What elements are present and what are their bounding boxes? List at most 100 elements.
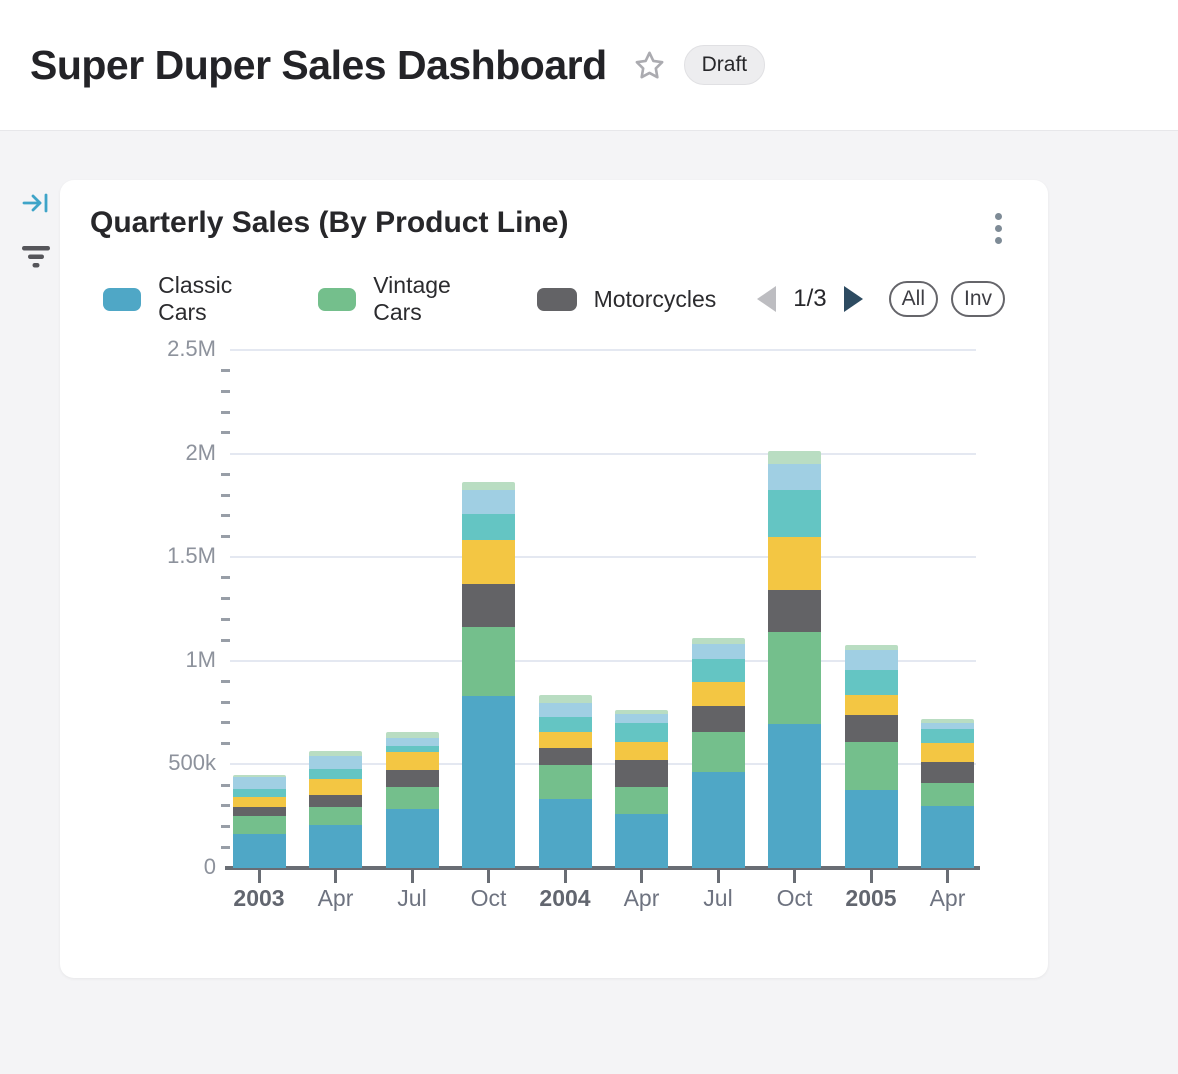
bar-segment-series-4-apr[interactable] <box>921 743 974 763</box>
y-axis-label-1M: 1M <box>185 646 216 672</box>
bar-segment-series-7-oct[interactable] <box>768 451 821 465</box>
x-axis-label-apr: Apr <box>929 885 966 911</box>
bar-segment-classic-cars-2003[interactable] <box>232 834 286 868</box>
bar-segment-classic-cars-2005[interactable] <box>844 790 898 868</box>
bar-segment-motorcycles-2005[interactable] <box>844 714 898 743</box>
bar-segment-series-6-jul[interactable] <box>385 737 439 747</box>
kebab-menu-icon <box>994 212 1002 220</box>
bar-segment-classic-cars-apr[interactable] <box>921 806 974 868</box>
y-minor-tick <box>221 845 230 849</box>
bar-segment-motorcycles-oct[interactable] <box>768 590 821 633</box>
favorite-button[interactable] <box>633 49 666 82</box>
bar-segment-vintage-cars-2004[interactable] <box>538 765 592 800</box>
bar-segment-series-6-2003[interactable] <box>232 777 286 790</box>
bar-segment-classic-cars-oct[interactable] <box>462 696 515 868</box>
bar-segment-classic-cars-2004[interactable] <box>538 799 592 868</box>
bar-segment-series-7-apr[interactable] <box>615 709 668 714</box>
bar-segment-series-5-apr[interactable] <box>615 723 668 743</box>
bar-segment-vintage-cars-apr[interactable] <box>921 782 974 807</box>
bar-segment-series-5-2005[interactable] <box>844 669 898 695</box>
bar-segment-series-4-apr[interactable] <box>309 779 362 796</box>
bar-segment-motorcycles-apr[interactable] <box>921 762 974 783</box>
bar-segment-series-6-apr[interactable] <box>921 722 974 729</box>
y-minor-tick <box>221 804 230 808</box>
bar-segment-series-4-jul[interactable] <box>691 682 745 706</box>
bar-segment-vintage-cars-apr[interactable] <box>309 806 362 825</box>
bar-segment-series-7-apr[interactable] <box>921 718 974 723</box>
bar-segment-series-7-2004[interactable] <box>538 695 592 704</box>
bar-segment-series-5-jul[interactable] <box>691 658 745 683</box>
y-axis-label-500k: 500k <box>168 750 216 776</box>
bar-segment-motorcycles-oct[interactable] <box>462 583 515 627</box>
bar-segment-series-4-oct[interactable] <box>462 540 515 584</box>
bar-segment-series-6-apr[interactable] <box>615 713 668 724</box>
legend-next-button[interactable] <box>840 282 867 316</box>
bar-segment-motorcycles-2003[interactable] <box>232 806 286 816</box>
bar-segment-series-6-2004[interactable] <box>538 703 592 717</box>
x-axis-label-2003: 2003 <box>233 885 285 911</box>
bar-segment-series-4-2004[interactable] <box>538 732 592 749</box>
bar-segment-series-4-2003[interactable] <box>232 797 286 807</box>
legend-swatch <box>103 287 142 311</box>
bar-segment-series-6-oct[interactable] <box>462 490 515 515</box>
y-minor-tick <box>221 783 230 787</box>
bar-segment-motorcycles-jul[interactable] <box>385 769 439 787</box>
x-axis-tick-oct <box>487 870 490 883</box>
bar-segment-vintage-cars-2005[interactable] <box>844 742 898 791</box>
bar-segment-series-5-oct[interactable] <box>462 514 515 540</box>
bar-segment-vintage-cars-jul[interactable] <box>691 732 745 773</box>
bar-segment-series-5-2004[interactable] <box>538 716 592 733</box>
legend-swatch <box>318 287 357 311</box>
side-rail <box>14 188 58 270</box>
select-all-button[interactable]: All <box>888 281 938 317</box>
bar-segment-series-5-apr[interactable] <box>309 769 362 780</box>
more-options-button[interactable] <box>982 206 1014 250</box>
bar-segment-series-4-jul[interactable] <box>385 752 439 770</box>
bar-segment-vintage-cars-oct[interactable] <box>768 632 821 724</box>
bar-segment-series-5-jul[interactable] <box>385 746 439 753</box>
bar-segment-series-7-jul[interactable] <box>691 637 745 644</box>
x-axis-label-jul: Jul <box>703 885 733 911</box>
bar-segment-series-7-jul[interactable] <box>385 732 439 738</box>
bar-segment-motorcycles-apr[interactable] <box>615 759 668 787</box>
bar-segment-classic-cars-jul[interactable] <box>385 808 439 868</box>
bar-segment-classic-cars-apr[interactable] <box>615 813 668 868</box>
bar-segment-series-7-2003[interactable] <box>232 775 286 778</box>
legend-item-motorcycles[interactable]: Motorcycles <box>536 286 716 313</box>
legend-prev-button[interactable] <box>753 282 780 316</box>
bar-segment-motorcycles-2004[interactable] <box>538 748 592 765</box>
bar-segment-classic-cars-jul[interactable] <box>691 772 745 868</box>
bar-segment-classic-cars-apr[interactable] <box>309 824 362 868</box>
x-axis-label-apr: Apr <box>623 885 660 911</box>
bar-segment-series-5-2003[interactable] <box>232 789 286 798</box>
bar-segment-series-6-jul[interactable] <box>691 643 745 659</box>
bar-segment-series-7-apr[interactable] <box>309 751 362 757</box>
filter-button[interactable] <box>14 244 58 270</box>
bar-segment-vintage-cars-2003[interactable] <box>232 815 286 835</box>
bar-segment-series-4-2005[interactable] <box>844 694 898 715</box>
bar-segment-series-6-oct[interactable] <box>768 464 821 491</box>
bar-segment-motorcycles-apr[interactable] <box>309 795 362 807</box>
bar-segment-series-4-apr[interactable] <box>615 742 668 760</box>
bar-segment-series-6-apr[interactable] <box>309 756 362 770</box>
bar-segment-vintage-cars-oct[interactable] <box>462 626 515 697</box>
collapse-panel-button[interactable] <box>14 188 58 218</box>
bar-segment-vintage-cars-apr[interactable] <box>615 786 668 814</box>
bar-segment-vintage-cars-jul[interactable] <box>385 786 439 809</box>
legend-item-classic-cars[interactable]: Classic Cars <box>103 272 281 326</box>
bar-segment-classic-cars-oct[interactable] <box>768 723 821 868</box>
chart-title: Quarterly Sales (By Product Line) <box>90 206 569 239</box>
legend-item-vintage-cars[interactable]: Vintage Cars <box>318 272 499 326</box>
bar-segment-series-5-apr[interactable] <box>921 728 974 744</box>
bar-segment-series-7-oct[interactable] <box>462 482 515 491</box>
x-axis-label-2004: 2004 <box>539 885 591 911</box>
bar-segment-series-4-oct[interactable] <box>768 536 821 591</box>
gridline-2.5M <box>230 349 976 351</box>
bar-segment-series-5-oct[interactable] <box>768 490 821 537</box>
bar-segment-series-7-2005[interactable] <box>844 644 898 651</box>
app-header: Super Duper Sales Dashboard Draft <box>0 0 1178 131</box>
invert-selection-button[interactable]: Inv <box>950 281 1005 317</box>
bar-segment-series-6-2005[interactable] <box>844 650 898 670</box>
y-minor-tick <box>221 389 230 393</box>
bar-segment-motorcycles-jul[interactable] <box>691 705 745 733</box>
